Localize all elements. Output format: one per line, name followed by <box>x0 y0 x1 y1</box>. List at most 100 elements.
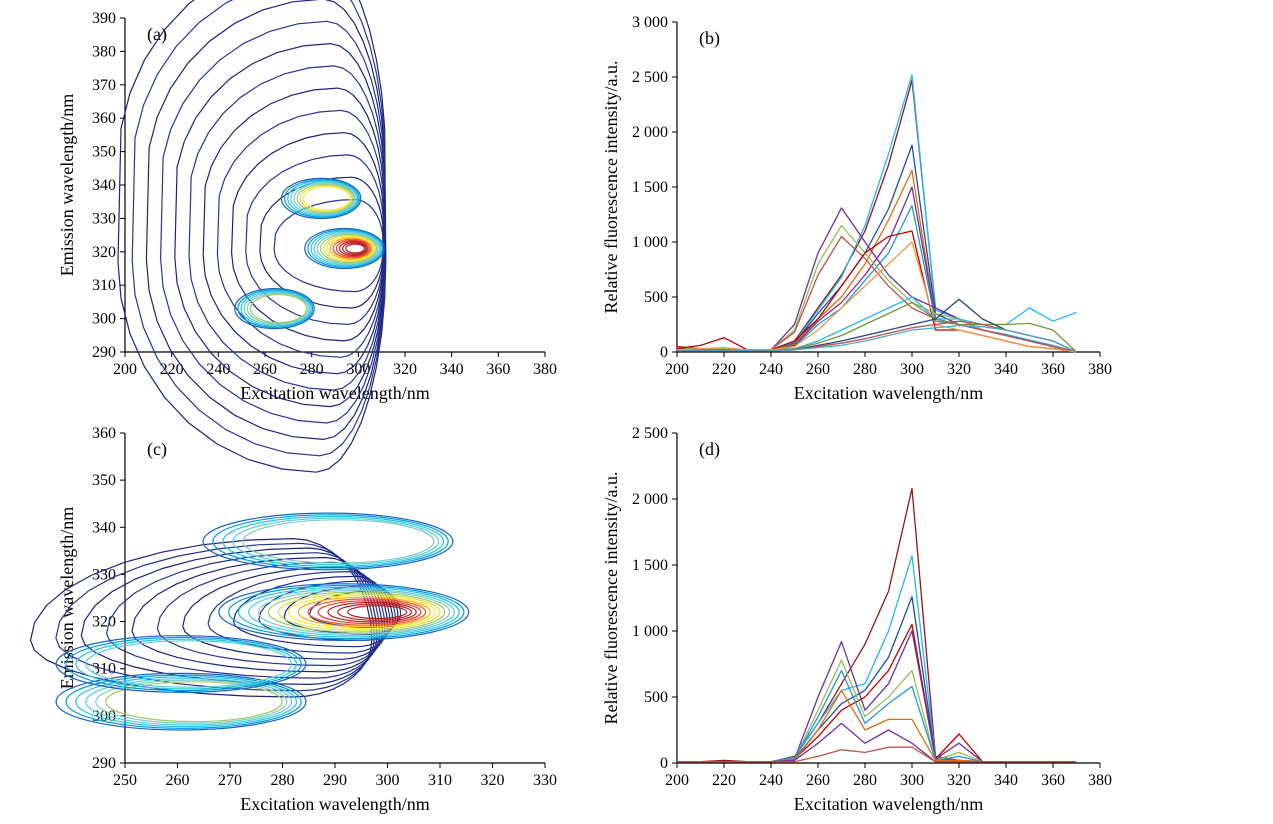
y-axis-title: Relative fluorescence intensity/a.u. <box>601 61 621 314</box>
y-tick-label: 300 <box>92 311 116 328</box>
contour-line <box>222 515 445 567</box>
contour-line <box>296 183 354 214</box>
panel-label: (a) <box>147 24 167 45</box>
contour-line <box>280 177 362 219</box>
contour-line <box>273 198 384 293</box>
y-axis-title: Emission wavelength/nm <box>57 94 77 276</box>
contour-line <box>131 0 387 457</box>
contour-line <box>332 238 372 259</box>
series-line <box>676 241 1077 353</box>
contour-line <box>267 591 446 633</box>
contour-line <box>293 182 356 215</box>
series-line <box>677 722 1077 763</box>
series-line <box>676 79 1077 353</box>
contour-line <box>290 181 357 216</box>
x-tick-label: 260 <box>166 772 190 789</box>
contour-line <box>95 679 288 724</box>
series-line <box>677 623 1077 763</box>
y-tick-label: 0 <box>660 755 668 772</box>
contour-line <box>297 596 431 628</box>
contour-line <box>316 232 379 265</box>
contour-line <box>216 109 385 358</box>
contour-line <box>232 575 394 648</box>
contour-line <box>159 20 386 424</box>
x-tick-label: 270 <box>218 772 242 789</box>
y-tick-label: 2 000 <box>632 491 668 508</box>
y-tick-label: 330 <box>92 566 116 583</box>
x-tick-label: 320 <box>481 772 505 789</box>
x-tick-label: 300 <box>900 772 924 789</box>
contour-line <box>218 583 470 641</box>
x-tick-label: 340 <box>440 361 464 378</box>
contour-line <box>212 514 449 569</box>
x-tick-label: 380 <box>1088 772 1112 789</box>
y-tick-label: 390 <box>92 10 116 27</box>
contour-line <box>243 291 311 326</box>
series-line <box>676 207 1077 353</box>
contour-line <box>246 292 309 325</box>
contour-line <box>55 635 307 693</box>
contour-line <box>117 0 387 473</box>
y-tick-label: 1 000 <box>632 623 668 640</box>
contour-line <box>327 601 417 623</box>
contour-line <box>75 676 298 728</box>
contour-line <box>249 293 308 324</box>
y-tick-label: 380 <box>92 43 116 60</box>
x-tick-label: 280 <box>271 772 295 789</box>
y-tick-label: 360 <box>92 425 116 442</box>
panel-label: (c) <box>147 439 167 460</box>
series-line <box>677 555 1077 763</box>
contour-line <box>277 593 441 631</box>
contour-line <box>237 289 314 329</box>
y-tick-label: 360 <box>92 110 116 127</box>
contour-line <box>302 186 351 211</box>
y-tick-label: 290 <box>92 344 116 361</box>
x-tick-label: 330 <box>533 772 557 789</box>
x-tick-label: 360 <box>1041 361 1065 378</box>
x-tick-label: 200 <box>665 361 689 378</box>
series-line <box>676 144 1077 353</box>
contour-line <box>313 231 381 266</box>
contour-line <box>242 519 435 564</box>
contour-line <box>202 512 454 571</box>
contour-line <box>230 132 385 342</box>
x-tick-label: 200 <box>665 772 689 789</box>
contour-line <box>338 241 368 257</box>
x-axis-title: Excitation wavelength/nm <box>794 794 983 814</box>
x-tick-label: 220 <box>160 361 184 378</box>
contour-line <box>202 87 385 375</box>
x-tick-label: 360 <box>1041 772 1065 789</box>
x-tick-label: 340 <box>994 361 1018 378</box>
contour-line <box>75 638 298 690</box>
x-tick-label: 280 <box>853 772 877 789</box>
panel-label: (d) <box>699 439 720 460</box>
contour-line <box>347 605 408 620</box>
series-line <box>677 324 1077 353</box>
series-line <box>676 74 1077 353</box>
series-line <box>677 487 1077 763</box>
x-tick-label: 320 <box>393 361 417 378</box>
y-tick-label: 350 <box>92 144 116 161</box>
contour-line <box>182 566 389 660</box>
contour-line <box>145 0 386 441</box>
x-tick-label: 220 <box>712 772 736 789</box>
x-tick-label: 300 <box>900 361 924 378</box>
x-tick-label: 200 <box>113 361 137 378</box>
contour-line <box>307 598 427 626</box>
x-axis-title: Excitation wavelength/nm <box>794 383 983 403</box>
x-tick-label: 320 <box>947 772 971 789</box>
y-tick-label: 2 500 <box>632 69 668 86</box>
y-tick-label: 2 500 <box>632 425 668 442</box>
contour-line <box>337 603 413 621</box>
y-axis-title: Relative fluorescence intensity/a.u. <box>601 472 621 725</box>
contour-line <box>335 239 370 258</box>
contour-line <box>65 674 302 729</box>
y-tick-label: 1 500 <box>632 557 668 574</box>
x-tick-label: 240 <box>206 361 230 378</box>
y-tick-label: 340 <box>92 519 116 536</box>
series-line <box>677 746 1077 763</box>
x-tick-label: 380 <box>1088 361 1112 378</box>
contour-line <box>317 600 422 625</box>
contour-panel-2: 250 260 270 280 290 300 310 320 3302903003103203… <box>29 425 557 814</box>
